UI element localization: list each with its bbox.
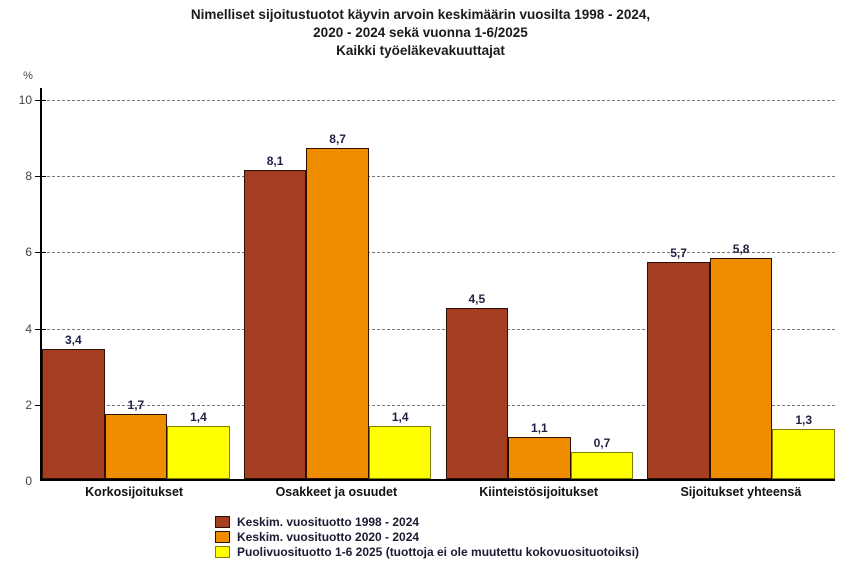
bar-group-1: 3,4 1,7 1,4 <box>42 88 230 479</box>
chart-title: Nimelliset sijoitustuotot käyvin arvoin … <box>0 6 841 60</box>
x-category-label-1: Korkosijoitukset <box>85 485 184 499</box>
bar-value-label: 1,3 <box>795 413 813 428</box>
legend-swatch-icon <box>215 545 230 558</box>
y-tick-mark-10 <box>35 100 46 101</box>
legend: Keskim. vuosituotto 1998 - 2024 Keskim. v… <box>215 514 639 559</box>
y-tick-mark-8 <box>35 176 46 178</box>
y-axis-unit-label: % <box>23 70 33 82</box>
bar-series-2-Sijoitukset yhteensä: 5,8 <box>709 242 773 479</box>
x-category-label-2: Osakkeet ja osuudet <box>275 485 398 499</box>
bar-value-label: 8,1 <box>266 154 284 169</box>
legend-label: Keskim. vuosituotto 2020 - 2024 <box>237 529 420 544</box>
gridline-4 <box>42 328 835 330</box>
bar-value-label: 8,7 <box>329 131 346 146</box>
bar-series-2-Kiinteistösijoitukset: 1,1 <box>508 421 571 479</box>
y-tick-label-8: 8 <box>25 169 32 184</box>
bar-value-label: 1,1 <box>531 421 548 436</box>
legend-swatch-icon <box>215 515 230 528</box>
bar-series-1-Korkosijoitukset: 3,4 <box>42 333 105 479</box>
chart-title-line-1: Nimelliset sijoitustuotot käyvin arvoin … <box>190 7 651 22</box>
bar-series-1-Osakkeet ja osuudet: 8,1 <box>243 154 307 479</box>
y-tick-label-0: 0 <box>25 474 32 488</box>
y-tick-mark-6 <box>35 252 46 254</box>
bar-series-2-Korkosijoitukset: 1,7 <box>104 398 168 479</box>
bar-value-label: 5,8 <box>732 242 750 257</box>
bar-value-label: 4,5 <box>468 291 486 306</box>
plot-area: 3,4 1,7 1,4 8,1 8,7 1,4 4,5 1,1 0,7 5,7 5,8 1,3 <box>35 88 835 481</box>
bar-value-label: 3,4 <box>64 333 82 348</box>
bar-value-label: 0,7 <box>593 436 611 451</box>
legend-label: Puolivuosituotto 1-6 2025 (tuottoja ei o… <box>237 544 640 559</box>
gridline-8 <box>42 176 835 178</box>
bar-series-3-Korkosijoitukset: 1,4 <box>167 410 230 479</box>
y-tick-mark-2 <box>35 404 46 406</box>
x-category-label-3: Kiinteistösijoitukset <box>479 485 599 499</box>
y-tick-label-6: 6 <box>25 245 32 260</box>
y-tick-label-10: 10 <box>18 93 32 107</box>
bar-series-2-Osakkeet ja osuudet: 8,7 <box>306 132 369 479</box>
bar-value-label: 5,7 <box>670 245 687 260</box>
bar-series-3-Sijoitukset yhteensä: 1,3 <box>772 413 835 479</box>
x-axis-category-labels: Korkosijoitukset Osakkeet ja osuudet Kiint… <box>40 485 835 499</box>
y-tick-label-2: 2 <box>25 397 32 412</box>
bar-series-1-Kiinteistösijoitukset: 4,5 <box>445 292 509 479</box>
bars-layer: 3,4 1,7 1,4 8,1 8,7 1,4 4,5 1,1 0,7 5,7 5,8 1,3 <box>42 88 835 479</box>
chart-title-line-2: 2020 - 2024 sekä vuonna 1-6/2025 <box>313 25 528 40</box>
legend-label: Keskim. vuosituotto 1998 - 2024 <box>237 514 420 529</box>
y-tick-mark-4 <box>35 328 46 330</box>
gridline-10 <box>42 100 835 101</box>
bar-series-1-Sijoitukset yhteensä: 5,7 <box>647 246 710 479</box>
legend-row-3: Puolivuosituotto 1-6 2025 (tuottoja ei o… <box>215 544 639 559</box>
legend-row-2: Keskim. vuosituotto 2020 - 2024 <box>215 529 639 544</box>
y-tick-label-4: 4 <box>25 321 32 336</box>
x-category-label-4: Sijoitukset yhteensä <box>680 485 802 499</box>
bar-value-label: 1,7 <box>127 398 145 413</box>
bar-group-3: 4,5 1,1 0,7 <box>445 88 634 479</box>
gridline-2 <box>42 404 835 406</box>
chart-title-line-3: Kaikki työeläkevakuuttajat <box>336 43 505 58</box>
legend-swatch-icon <box>215 530 230 543</box>
legend-row-1: Keskim. vuosituotto 1998 - 2024 <box>215 514 639 529</box>
bar-group-4: 5,7 5,8 1,3 <box>647 88 835 479</box>
bar-series-3-Osakkeet ja osuudet: 1,4 <box>368 410 432 479</box>
bar-value-label: 1,4 <box>391 409 409 424</box>
gridline-6 <box>42 252 835 254</box>
bar-series-3-Kiinteistösijoitukset: 0,7 <box>570 436 634 479</box>
bar-group-2: 8,1 8,7 1,4 <box>243 88 432 479</box>
bar-value-label: 1,4 <box>190 409 207 424</box>
